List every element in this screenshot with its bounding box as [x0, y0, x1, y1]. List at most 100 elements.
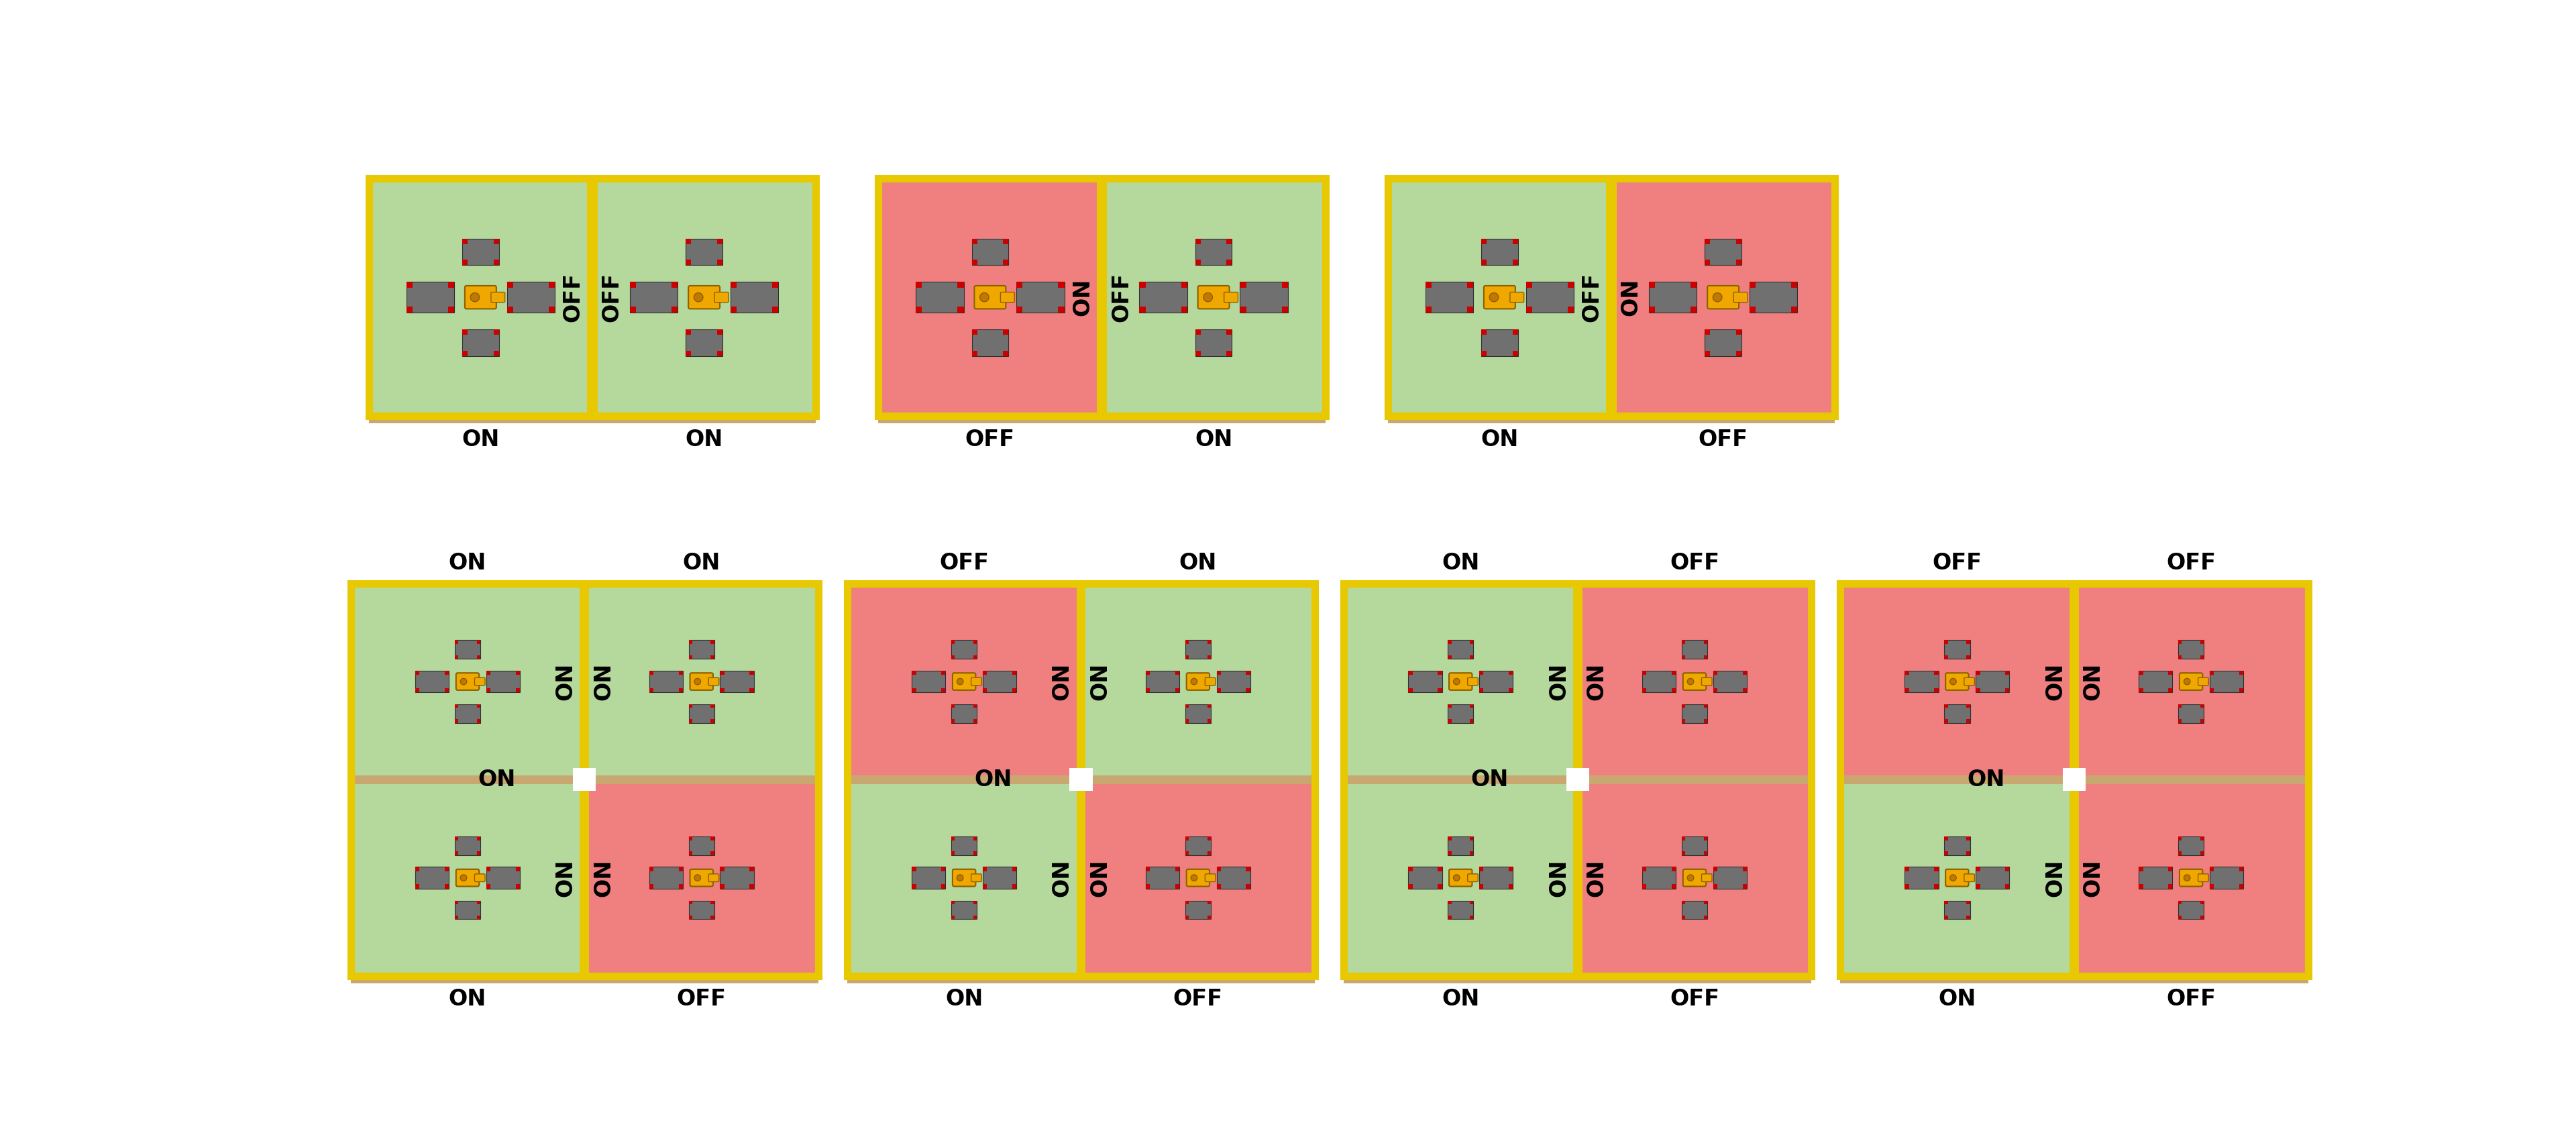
Bar: [1185, 916, 1190, 919]
Bar: [1641, 866, 1646, 871]
Bar: [1703, 640, 1708, 644]
Bar: [1388, 178, 1613, 416]
FancyBboxPatch shape: [456, 869, 479, 887]
Bar: [1672, 671, 1677, 676]
Bar: [487, 866, 489, 871]
Bar: [415, 885, 420, 889]
Bar: [1185, 640, 1190, 644]
Bar: [2169, 688, 2172, 693]
Bar: [2210, 688, 2213, 693]
Ellipse shape: [1950, 679, 1955, 685]
Bar: [1002, 259, 1007, 265]
Bar: [2239, 866, 2244, 871]
FancyBboxPatch shape: [1468, 874, 1479, 881]
Text: OFF: OFF: [1110, 272, 1133, 322]
Bar: [1409, 688, 1412, 693]
Bar: [773, 282, 778, 288]
Bar: [1146, 885, 1149, 889]
Bar: [350, 583, 585, 780]
Bar: [1839, 776, 2308, 784]
Bar: [350, 780, 585, 976]
Bar: [1226, 329, 1231, 335]
Bar: [2179, 837, 2205, 855]
Bar: [848, 583, 1082, 780]
Text: OFF: OFF: [1932, 552, 1981, 574]
Bar: [1790, 306, 1798, 313]
Bar: [415, 866, 420, 871]
Bar: [585, 583, 819, 780]
Bar: [1448, 655, 1450, 658]
Text: ON: ON: [1090, 858, 1110, 897]
Bar: [1749, 282, 1798, 313]
Bar: [2179, 901, 2205, 919]
Bar: [1448, 704, 1473, 722]
Bar: [629, 282, 636, 288]
Bar: [1471, 719, 1473, 722]
Bar: [878, 178, 1327, 416]
Bar: [716, 351, 721, 355]
Bar: [477, 704, 482, 708]
Bar: [1448, 837, 1450, 840]
Bar: [649, 671, 683, 693]
Bar: [912, 866, 945, 889]
Bar: [1018, 306, 1023, 313]
Bar: [1471, 640, 1473, 644]
Bar: [1904, 866, 1909, 871]
Bar: [1705, 239, 1710, 243]
Bar: [1139, 282, 1146, 288]
Bar: [1649, 282, 1654, 288]
Bar: [1839, 976, 2308, 983]
Bar: [685, 259, 690, 265]
Bar: [1216, 885, 1221, 889]
Bar: [1448, 640, 1473, 658]
Bar: [1703, 704, 1708, 708]
FancyBboxPatch shape: [1682, 673, 1705, 690]
Bar: [585, 780, 819, 976]
Bar: [487, 671, 489, 676]
Bar: [1018, 282, 1023, 288]
Bar: [629, 306, 636, 313]
Bar: [688, 704, 714, 722]
Bar: [2210, 866, 2244, 889]
Bar: [549, 306, 554, 313]
Bar: [848, 776, 1314, 784]
Bar: [1437, 671, 1443, 676]
Bar: [1471, 852, 1473, 855]
Bar: [456, 837, 482, 855]
Bar: [1790, 282, 1798, 288]
Bar: [407, 306, 412, 313]
FancyBboxPatch shape: [1206, 678, 1216, 686]
Bar: [951, 640, 956, 644]
Bar: [1935, 671, 1940, 676]
Bar: [407, 282, 453, 313]
Bar: [1682, 916, 1685, 919]
Bar: [1510, 866, 1512, 871]
Ellipse shape: [1687, 874, 1692, 881]
Bar: [721, 866, 724, 871]
Bar: [477, 655, 482, 658]
Bar: [1741, 885, 1747, 889]
Bar: [1208, 916, 1211, 919]
Bar: [1904, 688, 1909, 693]
Bar: [971, 239, 976, 243]
Text: ON: ON: [448, 989, 487, 1010]
Text: ON: ON: [2081, 858, 2105, 897]
Bar: [732, 306, 737, 313]
Bar: [940, 671, 945, 676]
Bar: [495, 351, 500, 355]
FancyBboxPatch shape: [714, 293, 729, 303]
Bar: [688, 837, 714, 855]
Bar: [2179, 837, 2182, 840]
Bar: [878, 416, 1327, 423]
FancyBboxPatch shape: [953, 869, 976, 887]
Bar: [446, 885, 448, 889]
Bar: [1471, 901, 1473, 904]
Text: OFF: OFF: [2166, 989, 2215, 1010]
Bar: [1682, 719, 1685, 722]
Bar: [1741, 671, 1747, 676]
Bar: [750, 671, 755, 676]
Bar: [1935, 885, 1940, 889]
FancyBboxPatch shape: [1703, 874, 1713, 881]
Ellipse shape: [461, 874, 466, 881]
Bar: [477, 719, 482, 722]
